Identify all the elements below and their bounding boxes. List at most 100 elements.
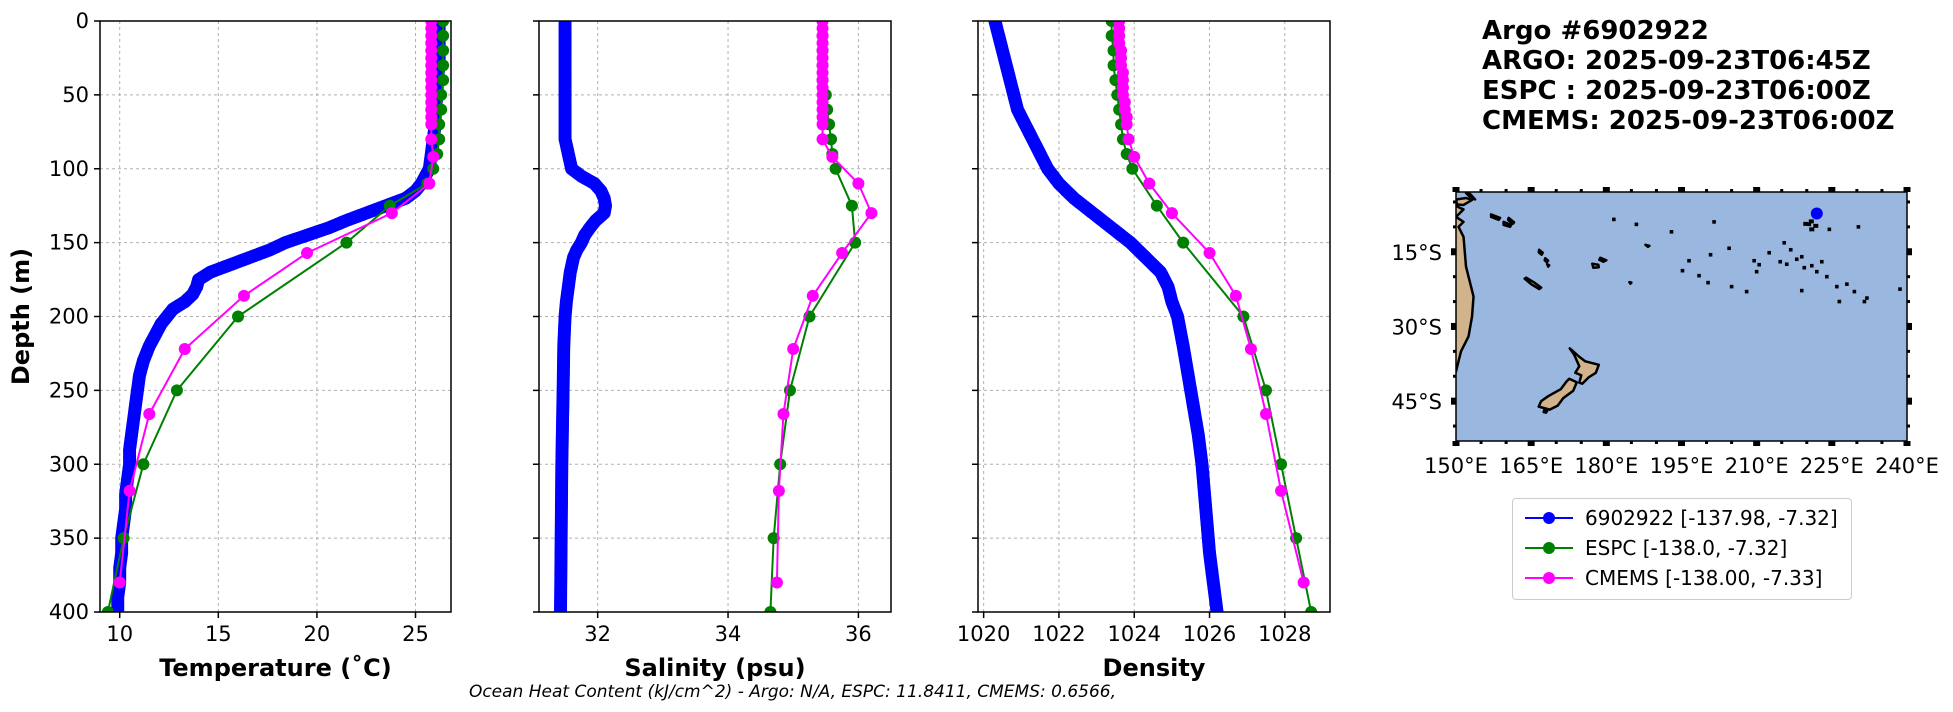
map-top-tick	[1554, 189, 1558, 192]
map-top-tick	[1479, 189, 1483, 192]
density-cmems-point	[1203, 246, 1216, 259]
density-tick-label: 1022	[1032, 622, 1085, 646]
map-island	[1799, 254, 1804, 259]
temperature-cmems-point	[425, 118, 438, 131]
salinity-xlabel: Salinity (psu)	[624, 654, 805, 682]
temperature-cmems-point	[123, 484, 136, 497]
temperature-espc-point	[435, 103, 448, 116]
map-lon-label: 240°E	[1875, 454, 1939, 478]
map-island	[1784, 262, 1789, 267]
depth-tick-label: 150	[49, 231, 89, 255]
map-island	[1802, 265, 1807, 270]
salinity-argo-point	[554, 605, 568, 612]
map-island	[1782, 240, 1787, 245]
map-left-tick	[1451, 322, 1456, 330]
map-top-tick	[1678, 187, 1685, 192]
salinity-panel: 32 34 36 Salinity (psu)	[533, 20, 892, 682]
depth-tick-label: 0	[76, 9, 89, 33]
map-top-tick	[1855, 189, 1859, 192]
map-tonga	[1628, 280, 1633, 285]
density-series-cmems	[1113, 21, 1310, 589]
map-vanuatu-2	[1543, 256, 1550, 264]
map-island	[1825, 274, 1829, 279]
map-island	[1680, 268, 1685, 273]
map-top-tick	[1753, 187, 1761, 192]
map-top-tick	[1780, 189, 1784, 192]
map-bottom-tick	[1780, 441, 1784, 444]
temperature-espc-point	[435, 88, 448, 101]
temperature-panel: 0 50 100 150 200 250 300 350 400 10 15 20 25 Temperat…	[7, 9, 452, 682]
map-left-tick	[1453, 200, 1456, 204]
density-cmems-point	[1143, 177, 1156, 190]
map-island	[1820, 259, 1824, 264]
map-island	[1767, 250, 1771, 255]
temperature-cmems-point	[427, 150, 440, 163]
density-cmems-point	[1260, 408, 1272, 421]
map-island	[1852, 289, 1857, 294]
temperature-espc-point	[427, 162, 440, 175]
salinity-espc-point	[829, 162, 842, 175]
map-island	[1697, 273, 1701, 278]
map-nz-south	[1537, 377, 1579, 411]
map-right-tick	[1907, 300, 1910, 304]
map-island	[1803, 221, 1809, 226]
density-espc-point	[1260, 384, 1272, 397]
map-right-tick	[1907, 322, 1912, 330]
map-top-tick	[1602, 187, 1610, 192]
map-top-tick	[1452, 187, 1460, 192]
salinity-cmems-point	[772, 484, 785, 497]
map-island	[1856, 225, 1861, 229]
map-vanuatu-3	[1545, 262, 1551, 268]
legend-item-espc: ESPC [-138.0, -7.32]	[1523, 534, 1787, 562]
map-top-tick	[1629, 189, 1633, 192]
depth-ylabel: Depth (m)	[7, 248, 35, 385]
density-cmems-point	[1128, 150, 1141, 163]
ohc-footer: Ocean Heat Content (kJ/cm^2) - Argo: N/A…	[468, 682, 1117, 702]
map-new-britain	[1456, 196, 1474, 207]
map-lat-label: 15°S	[1391, 241, 1442, 265]
legend-swatch-cmems	[1523, 568, 1575, 588]
map-island	[1807, 222, 1812, 227]
density-argo-point	[1210, 605, 1224, 612]
temperature-cmems-point	[423, 177, 436, 190]
salinity-tick-label: 32	[584, 622, 611, 646]
depth-tick-label: 200	[49, 305, 89, 329]
map-top-tick	[1880, 189, 1884, 192]
title-block: Argo #6902922 ARGO: 2025-09-23T06:45Z ES…	[1482, 16, 1894, 136]
density-espc-point	[1150, 199, 1163, 212]
map-island	[1808, 219, 1814, 224]
map-island	[1757, 262, 1761, 267]
temperature-series-cmems	[113, 21, 440, 589]
salinity-series-argo	[554, 21, 612, 612]
map-lat-label: 45°S	[1391, 390, 1442, 414]
salinity-cmems-point	[836, 246, 849, 259]
map-right-tick	[1907, 424, 1910, 428]
map-new-guinea	[1456, 204, 1465, 219]
map-stewart-island	[1542, 408, 1549, 414]
salinity-cmems-point	[852, 177, 865, 190]
temperature-espc-point	[101, 606, 114, 612]
map-island	[1687, 258, 1691, 263]
temperature-tick-label: 15	[205, 622, 232, 646]
map-samoa	[1644, 243, 1651, 249]
depth-tick-label: 50	[62, 83, 89, 107]
legend-swatch-argo	[1523, 508, 1575, 528]
density-espc-point	[1275, 458, 1288, 471]
map-bottom-tick	[1705, 441, 1709, 444]
legend-label-cmems: CMEMS [-138.00, -7.33]	[1585, 566, 1823, 590]
map-island	[1862, 299, 1867, 304]
salinity-espc-point	[767, 532, 780, 545]
map-solomons-3	[1506, 216, 1516, 226]
legend: 6902922 [-137.98, -7.32] ESPC [-138.0, -…	[1512, 498, 1852, 600]
map-right-tick	[1907, 248, 1912, 256]
density-xlabel: Density	[1103, 654, 1206, 682]
map-island	[1729, 284, 1734, 289]
temperature-espc-point	[137, 458, 150, 471]
map-nz-north	[1568, 347, 1601, 385]
density-tick-label: 1024	[1108, 622, 1161, 646]
map-island	[1708, 252, 1713, 257]
title-cmems-time: CMEMS: 2025-09-23T06:00Z	[1482, 106, 1895, 136]
map-island	[1865, 296, 1869, 300]
map-island	[1835, 284, 1839, 289]
density-cmems-line	[1118, 21, 1305, 583]
